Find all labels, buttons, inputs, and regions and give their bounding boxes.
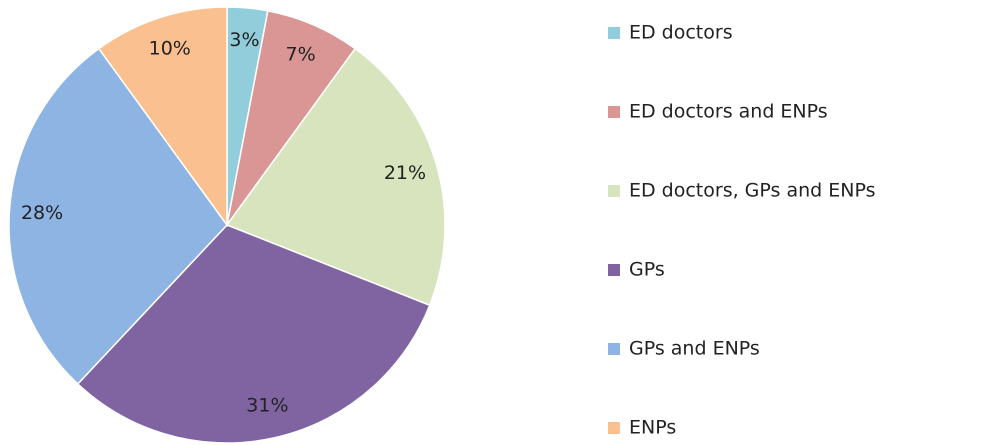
legend-swatch: [608, 264, 620, 276]
data-label: 7%: [286, 43, 316, 65]
pie-slice: [225, 47, 446, 307]
legend-swatch: [608, 27, 620, 39]
legend-label: GPs: [629, 259, 665, 281]
legend-label: ED doctors: [629, 22, 733, 44]
data-label: 21%: [384, 162, 426, 184]
pie-slice: [8, 47, 228, 385]
pie-slice: [76, 224, 431, 444]
legend-swatch: [608, 185, 620, 197]
legend-swatch: [608, 422, 620, 434]
data-label: 31%: [246, 394, 288, 416]
legend-label: ED doctors, GPs and ENPs: [629, 180, 875, 202]
data-label: 3%: [229, 29, 259, 51]
pie-slice: [97, 6, 228, 228]
legend-swatch: [608, 106, 620, 118]
legend-swatch: [608, 343, 620, 355]
legend-label: ED doctors and ENPs: [629, 101, 828, 123]
legend-label: ENPs: [629, 417, 676, 439]
legend-label: GPs and ENPs: [629, 338, 760, 360]
data-label: 28%: [21, 202, 63, 224]
data-label: 10%: [149, 37, 191, 59]
